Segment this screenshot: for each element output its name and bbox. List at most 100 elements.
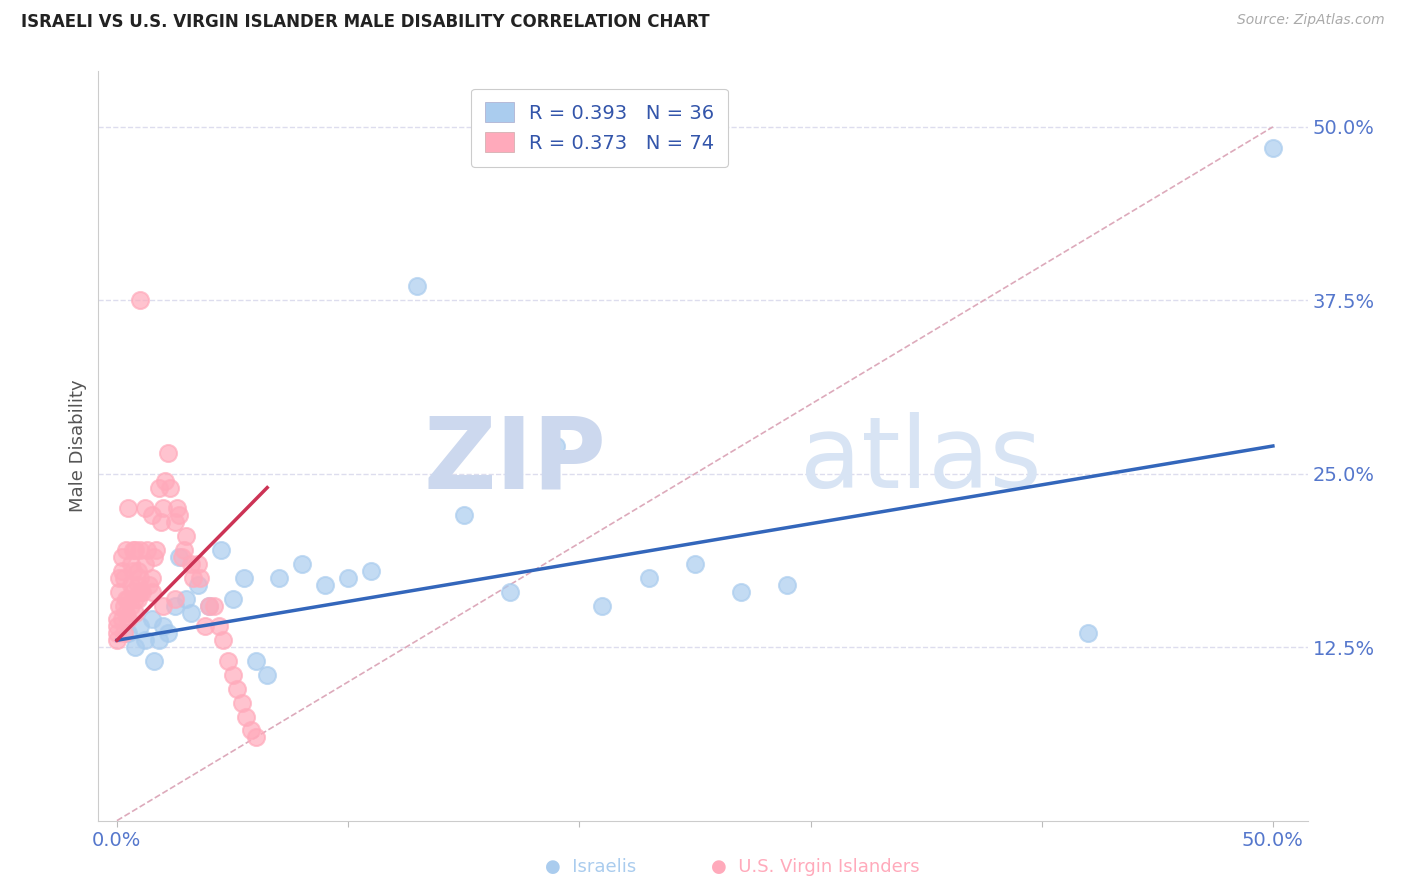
Point bbox=[194, 619, 217, 633]
Point bbox=[163, 599, 186, 613]
Point bbox=[129, 584, 152, 599]
Point bbox=[1077, 626, 1099, 640]
Point bbox=[148, 633, 170, 648]
Point bbox=[202, 599, 225, 613]
Point bbox=[141, 508, 163, 523]
Point bbox=[156, 446, 179, 460]
Point bbox=[108, 584, 131, 599]
Point bbox=[233, 571, 256, 585]
Point bbox=[120, 557, 142, 571]
Point bbox=[129, 619, 152, 633]
Point bbox=[141, 584, 163, 599]
Point bbox=[245, 731, 267, 745]
Point bbox=[134, 633, 156, 648]
Point bbox=[152, 501, 174, 516]
Point bbox=[134, 557, 156, 571]
Point bbox=[180, 606, 202, 620]
Point bbox=[173, 543, 195, 558]
Point bbox=[776, 578, 799, 592]
Point bbox=[174, 591, 197, 606]
Point bbox=[117, 612, 139, 626]
Point bbox=[110, 549, 132, 564]
Point bbox=[117, 626, 139, 640]
Point bbox=[174, 529, 197, 543]
Point bbox=[141, 612, 163, 626]
Point bbox=[112, 599, 135, 613]
Point bbox=[1261, 141, 1284, 155]
Point bbox=[163, 591, 186, 606]
Point bbox=[149, 516, 172, 530]
Point bbox=[221, 668, 243, 682]
Point bbox=[198, 599, 221, 613]
Point bbox=[499, 584, 522, 599]
Point bbox=[120, 578, 142, 592]
Text: atlas: atlas bbox=[800, 412, 1042, 509]
Point bbox=[235, 709, 257, 723]
Point bbox=[129, 571, 152, 585]
Point bbox=[117, 501, 139, 516]
Point bbox=[163, 516, 186, 530]
Point bbox=[267, 571, 290, 585]
Point bbox=[256, 668, 278, 682]
Point bbox=[115, 543, 138, 558]
Text: ISRAELI VS U.S. VIRGIN ISLANDER MALE DISABILITY CORRELATION CHART: ISRAELI VS U.S. VIRGIN ISLANDER MALE DIS… bbox=[21, 13, 710, 31]
Point bbox=[152, 619, 174, 633]
Point bbox=[156, 626, 179, 640]
Point bbox=[187, 557, 209, 571]
Point bbox=[169, 508, 191, 523]
Point bbox=[546, 439, 568, 453]
Point bbox=[124, 606, 146, 620]
Point bbox=[122, 564, 145, 578]
Point bbox=[360, 564, 382, 578]
Point bbox=[181, 571, 204, 585]
Point bbox=[221, 591, 243, 606]
Legend: R = 0.393   N = 36, R = 0.373   N = 74: R = 0.393 N = 36, R = 0.373 N = 74 bbox=[471, 88, 728, 167]
Point bbox=[108, 599, 131, 613]
Point bbox=[122, 543, 145, 558]
Point bbox=[122, 584, 145, 599]
Point bbox=[145, 543, 167, 558]
Point bbox=[730, 584, 752, 599]
Point bbox=[159, 481, 181, 495]
Point bbox=[591, 599, 613, 613]
Point bbox=[105, 619, 128, 633]
Point bbox=[240, 723, 263, 738]
Point bbox=[209, 543, 232, 558]
Point bbox=[166, 501, 188, 516]
Point bbox=[683, 557, 706, 571]
Point bbox=[124, 543, 146, 558]
Point bbox=[136, 543, 159, 558]
Point bbox=[245, 654, 267, 668]
Point bbox=[212, 633, 235, 648]
Point bbox=[108, 571, 131, 585]
Text: ●  U.S. Virgin Islanders: ● U.S. Virgin Islanders bbox=[711, 858, 920, 876]
Point bbox=[110, 612, 132, 626]
Point bbox=[170, 549, 193, 564]
Point bbox=[142, 549, 165, 564]
Point bbox=[105, 612, 128, 626]
Text: ZIP: ZIP bbox=[423, 412, 606, 509]
Point bbox=[127, 564, 149, 578]
Point bbox=[112, 626, 135, 640]
Point bbox=[124, 591, 146, 606]
Point bbox=[142, 654, 165, 668]
Point bbox=[141, 571, 163, 585]
Y-axis label: Male Disability: Male Disability bbox=[69, 380, 87, 512]
Point bbox=[169, 549, 191, 564]
Point bbox=[231, 696, 253, 710]
Point bbox=[134, 501, 156, 516]
Point bbox=[152, 599, 174, 613]
Point bbox=[110, 564, 132, 578]
Point bbox=[637, 571, 659, 585]
Point bbox=[127, 578, 149, 592]
Point bbox=[120, 599, 142, 613]
Point bbox=[115, 606, 138, 620]
Point bbox=[314, 578, 336, 592]
Point bbox=[406, 279, 429, 293]
Point bbox=[291, 557, 314, 571]
Point bbox=[226, 681, 249, 696]
Point bbox=[127, 591, 149, 606]
Point bbox=[180, 557, 202, 571]
Point bbox=[148, 481, 170, 495]
Point bbox=[337, 571, 360, 585]
